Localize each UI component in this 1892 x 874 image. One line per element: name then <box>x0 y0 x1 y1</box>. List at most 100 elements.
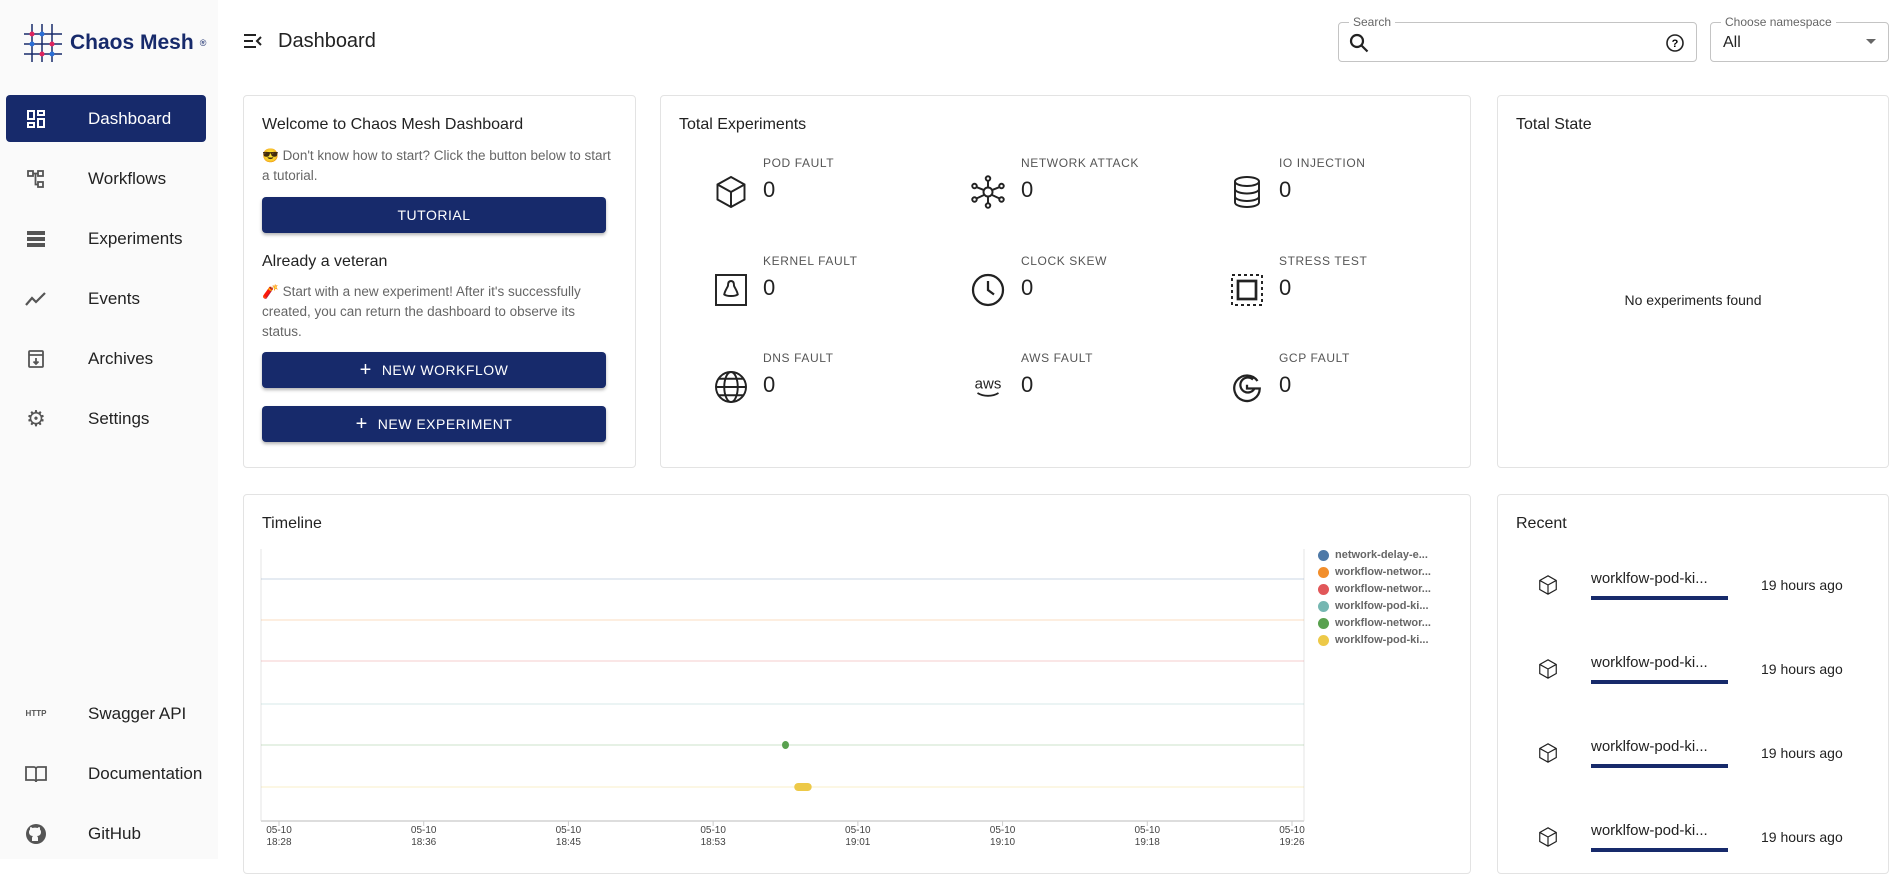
legend-item[interactable]: workflow-networ... <box>1318 566 1431 578</box>
search-input[interactable]: Search ? <box>1338 15 1697 62</box>
cube-icon <box>1537 574 1559 601</box>
logo[interactable]: Chaos Mesh ® <box>22 22 206 64</box>
sidebar-item-experiments[interactable]: Experiments <box>6 215 206 262</box>
experiments-icon <box>24 230 48 248</box>
chaos-mesh-logo-icon <box>24 24 62 62</box>
recent-item[interactable]: worklfow-pod-ki... 19 hours ago <box>1537 564 1877 604</box>
database-icon <box>1227 172 1267 212</box>
sidebar-item-label: Workflows <box>88 168 167 188</box>
legend-item[interactable]: workflow-networ... <box>1318 617 1431 629</box>
sidebar: Chaos Mesh ® Dashboard Workflows Experime… <box>0 0 218 859</box>
sidebar-item-label: Experiments <box>88 228 183 248</box>
x-tick-label: 05-10 18:53 <box>700 825 726 848</box>
total-experiments-title: Total Experiments <box>679 116 807 133</box>
legend-label: workflow-networ... <box>1335 583 1431 595</box>
legend-dot-icon <box>1318 634 1329 646</box>
legend-label: workflow-networ... <box>1335 566 1431 578</box>
experiment-type-label: KERNEL FAULT <box>763 254 858 268</box>
welcome-intro: 😎 Don't know how to start? Click the but… <box>262 148 611 183</box>
legend-item[interactable]: worklfow-pod-ki... <box>1318 600 1429 612</box>
cube-icon <box>1537 826 1559 853</box>
sunglasses-emoji-icon: 😎 <box>262 148 283 163</box>
collapse-menu-icon[interactable] <box>243 33 263 49</box>
help-icon[interactable]: ? <box>1666 34 1684 52</box>
legend-label: network-delay-e... <box>1335 549 1428 561</box>
experiment-type-label: POD FAULT <box>763 156 835 170</box>
cube-icon <box>1537 742 1559 769</box>
recent-item-progress <box>1591 848 1728 852</box>
new-experiment-button[interactable]: + NEW EXPERIMENT <box>262 406 606 442</box>
recent-item-name[interactable]: worklfow-pod-ki... <box>1591 822 1708 839</box>
total-experiments-card: Total Experiments POD FAULT 0 NETWORK AT… <box>660 95 1471 468</box>
sidebar-item-github[interactable]: GitHub <box>6 810 206 857</box>
legend-item[interactable]: network-delay-e... <box>1318 549 1428 561</box>
experiment-type-label: GCP FAULT <box>1279 351 1350 365</box>
sidebar-item-dashboard[interactable]: Dashboard <box>6 95 206 142</box>
legend-dot-icon <box>1318 583 1329 595</box>
dashboard-icon <box>24 109 48 129</box>
experiment-type-label: AWS FAULT <box>1021 351 1094 365</box>
namespace-select[interactable]: Choose namespace All <box>1710 15 1889 62</box>
http-icon: HTTP <box>25 709 47 718</box>
sidebar-item-label: GitHub <box>88 823 141 843</box>
x-tick-label: 05-10 18:36 <box>410 825 437 848</box>
cube-icon <box>1537 658 1559 685</box>
brand-name: Chaos Mesh <box>70 31 194 54</box>
experiment-type-count: 0 <box>1279 275 1292 300</box>
recent-item-name[interactable]: worklfow-pod-ki... <box>1591 570 1708 587</box>
page-title: Dashboard <box>278 30 376 52</box>
legend-dot-icon <box>1318 566 1329 578</box>
experiment-type-count: 0 <box>1021 372 1034 397</box>
experiment-type-label: STRESS TEST <box>1279 254 1368 268</box>
legend-dot-icon <box>1318 600 1329 612</box>
experiment-type-label: NETWORK ATTACK <box>1021 156 1139 170</box>
recent-item-progress <box>1591 680 1728 684</box>
recent-item[interactable]: worklfow-pod-ki... 19 hours ago <box>1537 732 1877 772</box>
clock-icon <box>968 270 1008 310</box>
experiment-type-count: 0 <box>1279 177 1292 202</box>
cube-icon <box>711 172 751 212</box>
legend-item[interactable]: worklfow-pod-ki... <box>1318 634 1429 646</box>
plus-icon: + <box>355 412 368 435</box>
tutorial-button[interactable]: TUTORIAL <box>262 197 606 233</box>
sidebar-item-events[interactable]: Events <box>6 275 206 322</box>
experiment-type-count: 0 <box>1279 372 1292 397</box>
recent-item-time: 19 hours ago <box>1761 661 1843 677</box>
sidebar-item-label: Dashboard <box>88 108 172 128</box>
sidebar-item-workflows[interactable]: Workflows <box>6 155 206 202</box>
sidebar-item-label: Archives <box>88 348 154 368</box>
gear-icon: ⚙ <box>26 405 46 431</box>
recent-item-name[interactable]: worklfow-pod-ki... <box>1591 654 1708 671</box>
experiment-type-label: IO INJECTION <box>1279 156 1366 170</box>
welcome-title: Welcome to Chaos Mesh Dashboard <box>262 116 524 133</box>
legend-dot-icon <box>1318 549 1329 561</box>
archive-icon <box>24 349 48 369</box>
recent-item[interactable]: worklfow-pod-ki... 19 hours ago <box>1537 816 1877 856</box>
veteran-title: Already a veteran <box>262 253 388 270</box>
sidebar-item-settings[interactable]: ⚙ Settings <box>6 395 206 442</box>
x-tick-label: 05-10 18:28 <box>266 825 292 848</box>
legend-item[interactable]: workflow-networ... <box>1318 583 1431 595</box>
experiment-type-count: 0 <box>763 372 776 397</box>
sidebar-item-label: Events <box>88 288 140 308</box>
recent-card: Recent <box>1497 494 1889 874</box>
new-workflow-button[interactable]: + NEW WORKFLOW <box>262 352 606 388</box>
sidebar-item-documentation[interactable]: Documentation <box>6 750 206 797</box>
x-tick-label: 05-10 19:18 <box>1134 825 1161 848</box>
namespace-value: All <box>1723 34 1741 51</box>
veteran-text: 🧨 Start with a new experiment! After it'… <box>262 284 581 339</box>
sidebar-item-archives[interactable]: Archives <box>6 335 206 382</box>
x-tick-label: 05-10 18:45 <box>555 825 582 848</box>
empty-state-text: No experiments found <box>1624 292 1762 308</box>
recent-item[interactable]: worklfow-pod-ki... 19 hours ago <box>1537 648 1877 688</box>
recent-item-name[interactable]: worklfow-pod-ki... <box>1591 738 1708 755</box>
aws-icon: aws <box>968 367 1008 407</box>
total-state-title: Total State <box>1516 116 1592 133</box>
experiment-type-count: 0 <box>1021 177 1034 202</box>
sidebar-item-label: Documentation <box>88 763 203 783</box>
sidebar-item-swagger[interactable]: HTTP Swagger API <box>6 690 206 737</box>
svg-text:aws: aws <box>975 376 1002 393</box>
total-state-card: Total State No experiments found <box>1497 95 1889 468</box>
registered-mark: ® <box>199 38 207 48</box>
